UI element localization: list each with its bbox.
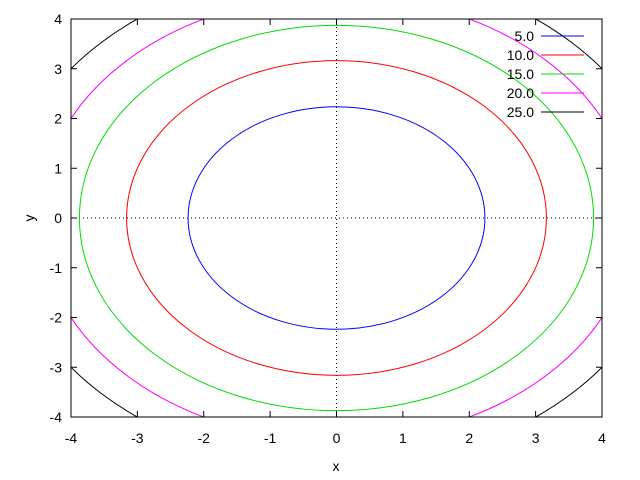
axis-ticks bbox=[70, 18, 603, 418]
x-tick-label: 1 bbox=[399, 430, 407, 446]
legend: 5.0 10.0 15.0 20.0 25.0 bbox=[507, 28, 584, 120]
y-tick-label: 4 bbox=[54, 11, 62, 27]
legend-label: 5.0 bbox=[515, 28, 535, 44]
contour-10.0 bbox=[126, 60, 547, 376]
x-tick-label: -1 bbox=[264, 430, 277, 446]
y-tick-label: 2 bbox=[54, 111, 62, 127]
x-tick-label: -2 bbox=[198, 430, 211, 446]
x-tick-label: 0 bbox=[333, 430, 341, 446]
y-tick-label: -2 bbox=[50, 310, 63, 326]
contour-20.0 bbox=[71, 19, 602, 417]
x-tick-label: 4 bbox=[598, 430, 606, 446]
zero-axis-lines bbox=[71, 19, 602, 417]
legend-label: 10.0 bbox=[507, 47, 534, 63]
contour-5.0 bbox=[187, 106, 486, 330]
contour-15.0 bbox=[78, 24, 595, 412]
y-tick-label: -3 bbox=[50, 359, 63, 375]
x-tick-label: 2 bbox=[465, 430, 473, 446]
legend-label: 15.0 bbox=[507, 66, 534, 82]
x-tick-label: -4 bbox=[65, 430, 78, 446]
contour-lines bbox=[71, 19, 602, 417]
y-axis-label: y bbox=[21, 215, 37, 222]
tick-labels: -4 -3 -2 -1 0 1 2 3 4 -4 -3 -2 -1 0 1 2 3 4 bbox=[50, 11, 607, 446]
y-tick-label: -4 bbox=[50, 409, 63, 425]
x-axis-label: x bbox=[333, 458, 340, 474]
legend-label: 25.0 bbox=[507, 104, 534, 120]
y-tick-label: 1 bbox=[54, 160, 62, 176]
y-tick-label: 3 bbox=[54, 61, 62, 77]
legend-label: 20.0 bbox=[507, 85, 534, 101]
contour-25.0 bbox=[71, 19, 602, 417]
x-tick-label: 3 bbox=[532, 430, 540, 446]
y-tick-label: -1 bbox=[50, 260, 63, 276]
y-tick-label: 0 bbox=[54, 210, 62, 226]
x-tick-label: -3 bbox=[131, 430, 144, 446]
